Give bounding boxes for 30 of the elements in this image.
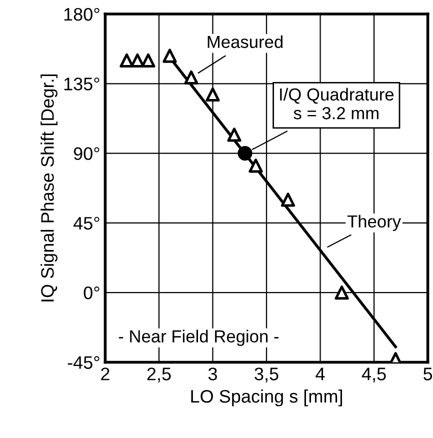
x-tick-label: 2,5 [147,368,171,382]
point [227,128,242,142]
y-tick-label: 45° [73,216,100,230]
point [334,286,349,300]
annotation: Theory [347,214,402,232]
point [184,70,198,85]
y-tick-label: -45° [68,356,100,369]
x-tick-label: 2 [101,368,110,380]
y-axis-title: IQ Signal Phase Shift [Degr.] [40,74,58,302]
point [141,53,156,68]
annotation: - Near Field Region - [118,330,278,346]
x-tick-label: 3 [208,368,217,380]
x-tick-label: 5 [424,368,432,380]
y-tick-label: 135° [64,78,100,90]
y-tick-label: 0° [84,286,100,300]
point [130,53,145,68]
x-tick-label: 3,5 [254,368,278,382]
x-tick-label: 4 [316,368,325,380]
x-tick-label: 4,5 [362,368,386,382]
annotation: I/Q Quadrature s = 3.2 mm [280,88,394,120]
x-axis-title: LO Spacing s [mm] [191,389,342,406]
point [238,146,252,161]
point [120,53,134,68]
point [280,192,296,207]
annotation: Measured [208,35,282,48]
y-tick-label: 180° [64,8,100,21]
y-tick-label: 90° [74,147,100,160]
point [248,158,263,173]
point [206,87,220,102]
point [162,48,177,63]
